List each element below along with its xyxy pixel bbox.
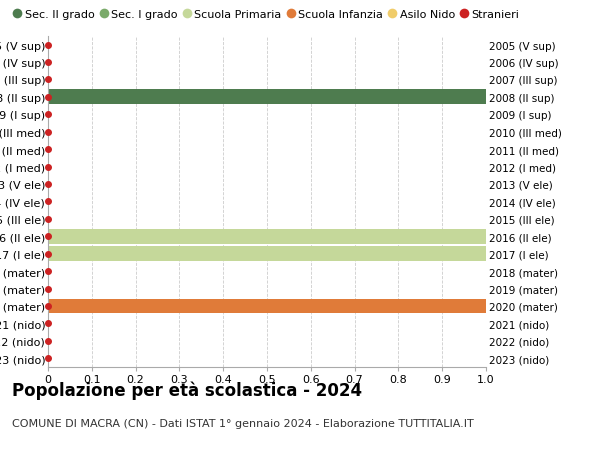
Bar [48, 90, 486, 105]
Bar [48, 230, 486, 244]
Bar [48, 299, 486, 313]
Text: COMUNE DI MACRA (CN) - Dati ISTAT 1° gennaio 2024 - Elaborazione TUTTITALIA.IT: COMUNE DI MACRA (CN) - Dati ISTAT 1° gen… [12, 418, 474, 428]
Bar [48, 247, 486, 262]
Legend: Sec. II grado, Sec. I grado, Scuola Primaria, Scuola Infanzia, Asilo Nido, Stran: Sec. II grado, Sec. I grado, Scuola Prim… [10, 5, 524, 25]
Text: Popolazione per età scolastica - 2024: Popolazione per età scolastica - 2024 [12, 381, 362, 399]
